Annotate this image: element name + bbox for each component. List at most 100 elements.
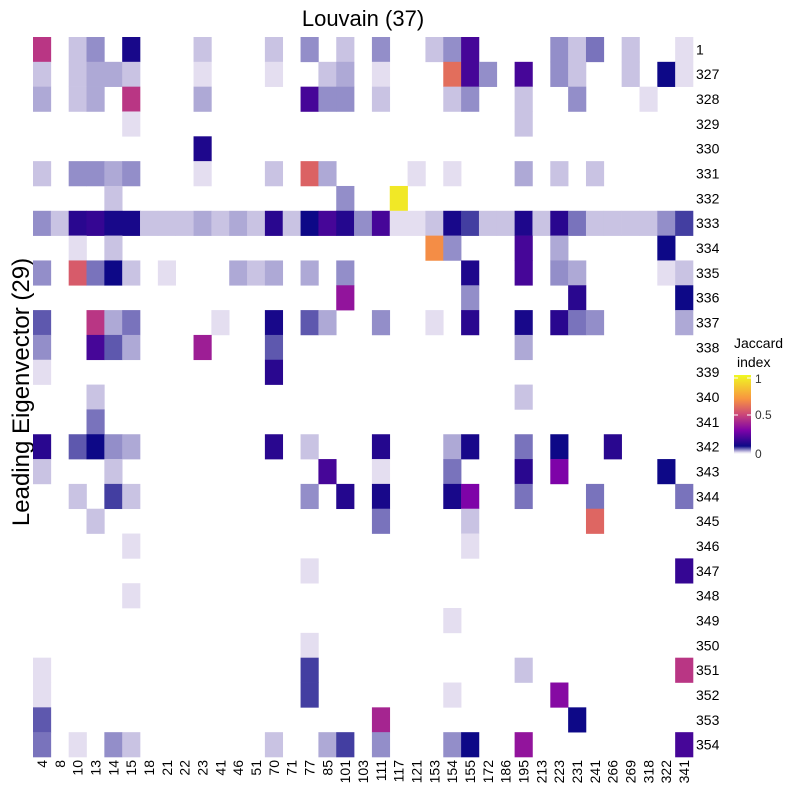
heatmap-cell <box>86 37 105 63</box>
heatmap-cell <box>461 210 480 236</box>
heatmap-cell <box>193 61 212 87</box>
heatmap-cell <box>86 508 105 534</box>
heatmap-cell <box>336 37 355 63</box>
x-tick-label: 153 <box>426 760 442 784</box>
heatmap-cell <box>675 558 694 584</box>
y-tick-label: 341 <box>696 414 720 430</box>
heatmap-cell <box>354 210 373 236</box>
heatmap-cell <box>122 86 141 112</box>
y-tick-label: 350 <box>696 637 720 653</box>
heatmap-cell <box>318 86 337 112</box>
heatmap-cell <box>675 37 694 63</box>
heatmap-cell <box>443 732 462 758</box>
heatmap-cell <box>300 86 319 112</box>
y-tick-label: 346 <box>696 538 720 554</box>
x-tick-label: 117 <box>391 760 407 783</box>
heatmap-cell <box>318 61 337 87</box>
x-tick-label: 51 <box>248 760 264 776</box>
heatmap-cell <box>371 707 391 733</box>
x-tick-label: 213 <box>533 760 549 784</box>
heatmap-cell <box>300 260 319 286</box>
heatmap-cell <box>122 310 141 336</box>
heatmap-cell <box>514 334 533 361</box>
heatmap-cell <box>514 310 533 336</box>
y-tick-label: 330 <box>696 141 720 157</box>
heatmap-cell <box>407 210 426 236</box>
heatmap-cell <box>657 210 676 236</box>
heatmap-cell <box>282 210 301 236</box>
heatmap-cell <box>86 61 105 87</box>
heatmap-cell <box>550 235 569 261</box>
heatmap-cell <box>68 210 87 236</box>
y-tick-label: 354 <box>696 737 720 753</box>
heatmap-cell <box>603 434 622 460</box>
heatmap-cell <box>336 210 355 236</box>
heatmap-cell <box>33 334 52 361</box>
heatmap-cell <box>86 409 105 435</box>
heatmap-cell <box>86 161 105 187</box>
heatmap-cell <box>122 111 141 137</box>
heatmap-cell <box>33 61 52 87</box>
heatmap-cell <box>247 210 266 236</box>
heatmap-cell <box>425 37 444 63</box>
x-tick-label: 241 <box>587 760 603 784</box>
heatmap-cell <box>264 61 284 87</box>
y-tick-label: 347 <box>696 563 720 579</box>
heatmap-cell <box>86 310 105 336</box>
heatmap-cell <box>264 37 284 63</box>
heatmap-cells <box>33 37 694 758</box>
legend-colorbar <box>734 375 751 454</box>
heatmap-cell <box>193 334 212 361</box>
heatmap-cell <box>568 37 587 63</box>
heatmap-cell <box>33 682 52 708</box>
heatmap-cell <box>514 161 533 187</box>
heatmap-cell <box>300 657 319 683</box>
heatmap-cell <box>461 310 480 336</box>
heatmap-cell <box>461 37 480 63</box>
x-tick-label: 103 <box>355 760 371 784</box>
heatmap-cell <box>50 210 69 236</box>
heatmap-cell <box>300 434 319 460</box>
heatmap-cell <box>122 37 141 63</box>
heatmap-cell <box>229 210 248 236</box>
heatmap-cell <box>68 61 87 87</box>
y-tick-label: 332 <box>696 190 720 206</box>
heatmap-cell <box>496 210 515 236</box>
heatmap-cell <box>33 260 52 286</box>
heatmap-cell <box>461 483 480 510</box>
x-tick-label: 223 <box>551 760 567 784</box>
heatmap-cell <box>104 235 123 261</box>
heatmap-cell <box>585 161 605 187</box>
heatmap-cell <box>33 657 52 683</box>
heatmap-cell <box>175 210 194 236</box>
heatmap-cell <box>657 61 676 87</box>
heatmap-cell <box>657 459 676 485</box>
heatmap-cell <box>104 732 123 758</box>
heatmap-cell <box>68 161 87 187</box>
heatmap-cell <box>514 61 533 87</box>
heatmap-cell <box>568 707 587 733</box>
x-tick-label: 101 <box>337 760 353 784</box>
heatmap-cell <box>264 732 284 758</box>
heatmap-cell <box>318 310 337 336</box>
heatmap-cell <box>264 210 284 236</box>
heatmap-cell <box>104 161 123 187</box>
y-tick-label: 333 <box>696 215 720 231</box>
heatmap-cell <box>443 86 462 112</box>
x-tick-label: 18 <box>141 760 157 776</box>
heatmap-cell <box>336 732 355 758</box>
heatmap-cell <box>68 86 87 112</box>
heatmap-cell <box>585 37 605 63</box>
heatmap-cell <box>621 210 640 236</box>
heatmap-cell <box>86 210 105 236</box>
legend: Jaccard index 1 0.5 0 <box>734 335 783 461</box>
heatmap-cell <box>140 210 159 236</box>
y-tick-label: 349 <box>696 612 720 628</box>
heatmap-cell <box>514 657 533 683</box>
heatmap-cell <box>122 732 141 758</box>
heatmap-cell <box>122 434 141 460</box>
heatmap-cell <box>193 161 212 187</box>
x-tick-label: 341 <box>676 760 692 784</box>
heatmap-cell <box>318 459 337 485</box>
